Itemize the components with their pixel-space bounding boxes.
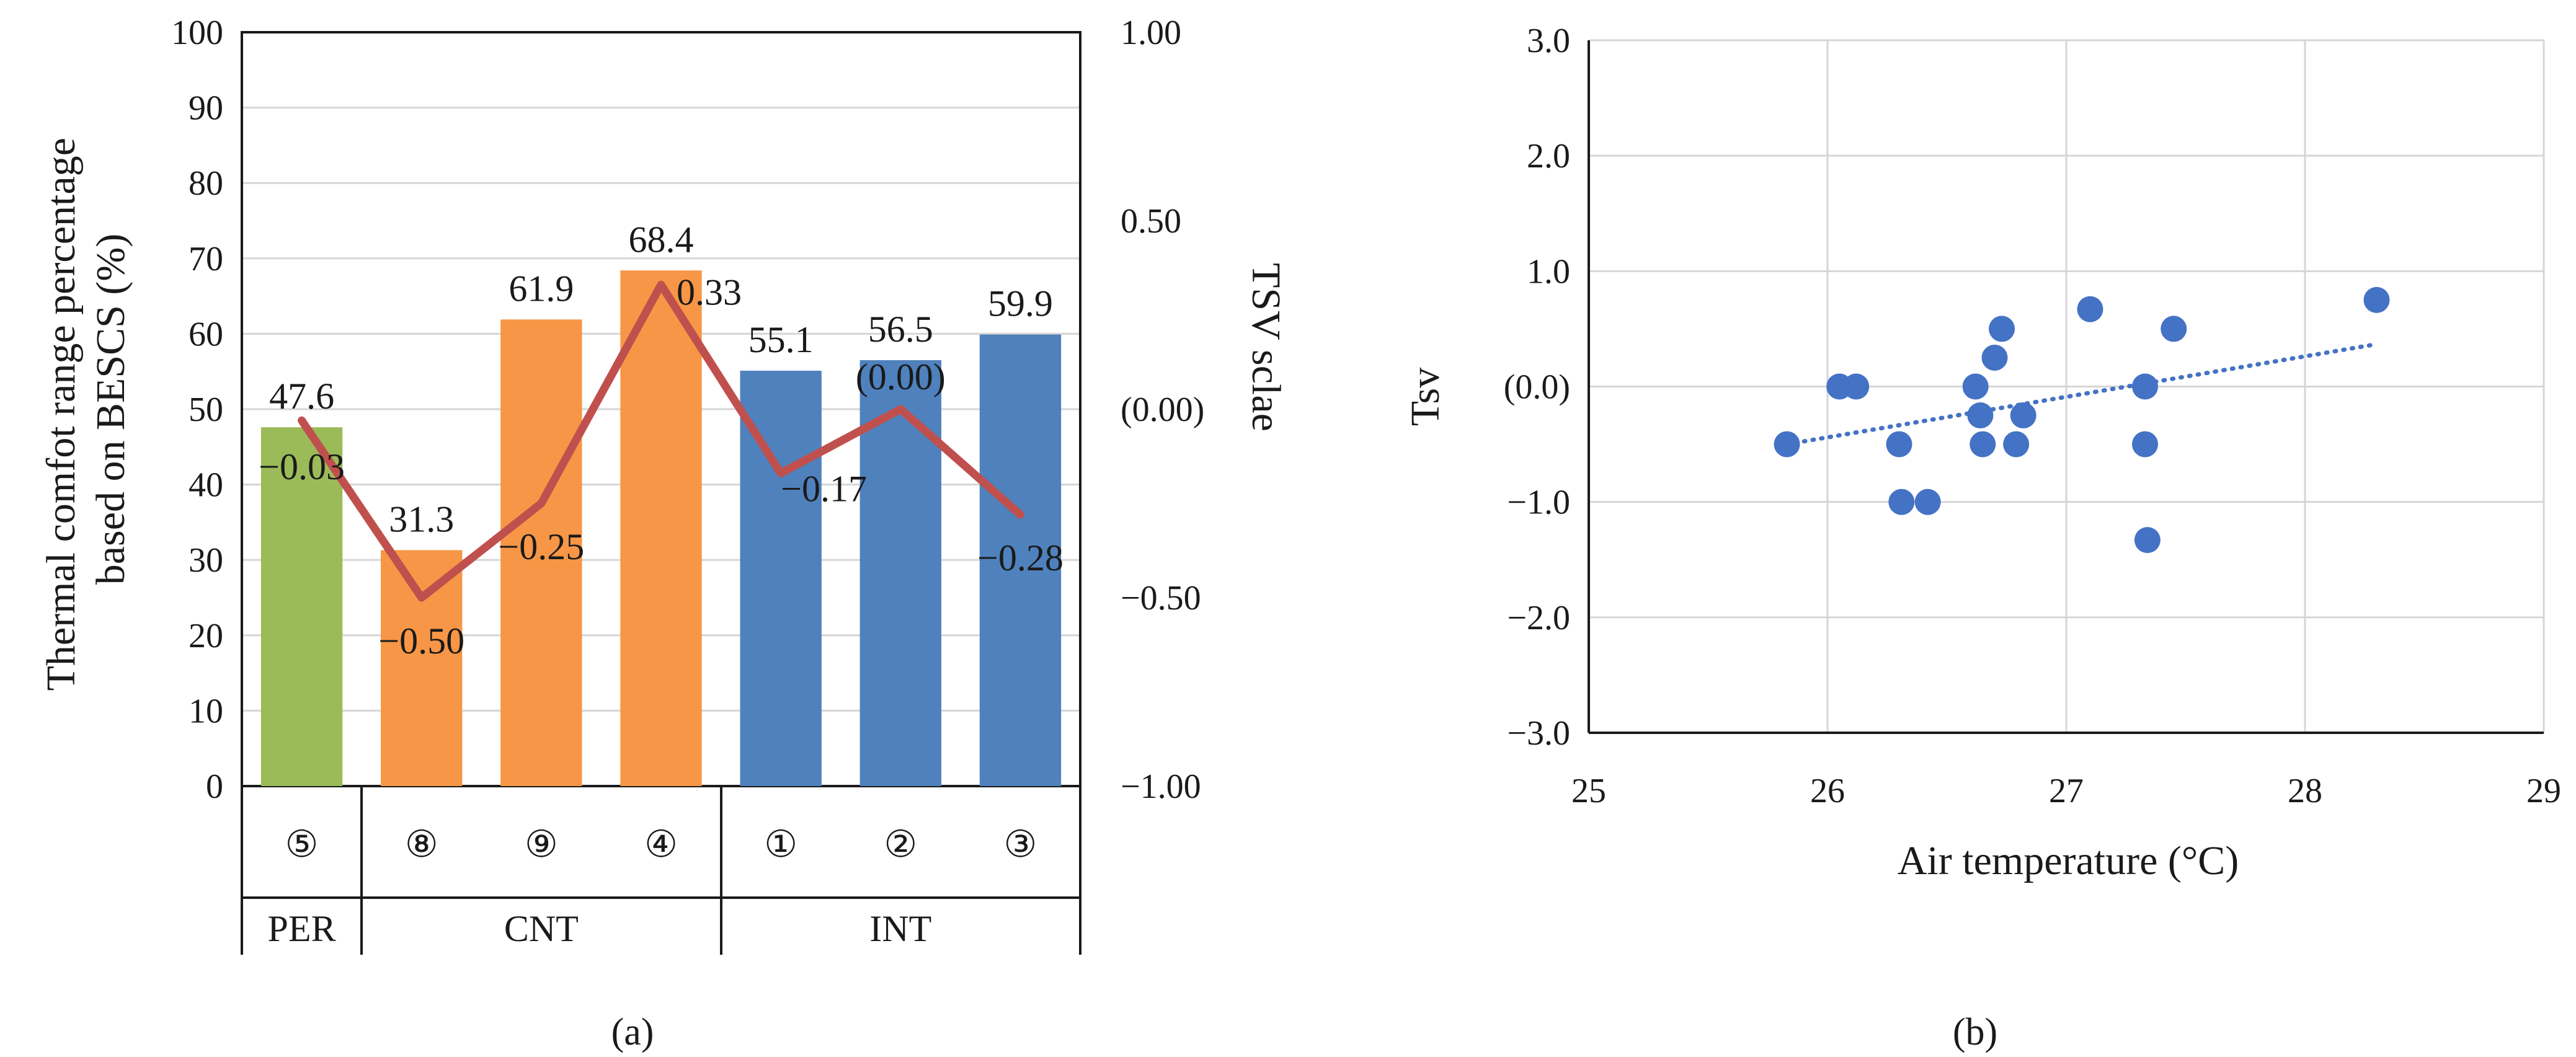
scatter-point <box>2010 402 2036 429</box>
scatter-point <box>1962 373 1989 400</box>
panel-a-y-tick-label: 0 <box>206 767 223 806</box>
bar-value-label: 61.9 <box>509 268 574 309</box>
bar-value-label: 31.3 <box>389 498 454 539</box>
scatter-point <box>1914 489 1941 515</box>
line-value-label: −0.17 <box>781 468 867 509</box>
group-label: PER <box>268 908 336 949</box>
scatter-point <box>1981 344 2008 371</box>
panel-a: 47.6 31.3 61.9 68.4 55.1 56.5 59.9 −0.03 −0.50 −… <box>38 14 1289 1053</box>
y-axis-title-line-1: Thermal comfot range percentage <box>38 138 84 691</box>
scatter-point <box>1970 431 1996 458</box>
panel-b-y-tick-label: (0.0) <box>1504 368 1570 407</box>
panel-a-y-tick-label: 40 <box>189 466 223 505</box>
scatter-point <box>2077 296 2103 322</box>
bar <box>500 319 582 786</box>
line-value-label: −0.50 <box>378 621 464 661</box>
category-label: ⑧ <box>405 824 438 865</box>
scatter-point <box>1886 431 1912 458</box>
panel-a-caption: (a) <box>611 1011 654 1053</box>
bar <box>260 427 343 786</box>
category-label: ⑨ <box>525 824 558 865</box>
trendline <box>1785 342 2374 447</box>
scatter-point <box>2132 431 2159 458</box>
panel-a-secondary-axis-title: TSV sclae <box>1243 263 1289 431</box>
scatter-point <box>2132 373 2159 400</box>
panel-a-secondary-y-tick-label: 1.00 <box>1121 14 1181 52</box>
panel-a-y-tick-label: 20 <box>189 617 223 655</box>
panel-b-x-tick-label: 27 <box>2049 772 2084 810</box>
scatter-point <box>2003 431 2030 458</box>
panel-a-y-tick-label: 10 <box>189 692 223 730</box>
bar-value-label: 59.9 <box>988 283 1053 324</box>
panel-a-secondary-y-tick-label: −1.00 <box>1121 767 1201 806</box>
panel-b-y-axis-title: Tsv <box>1403 368 1448 426</box>
category-label: ② <box>884 824 917 865</box>
panel-b-y-tick-label: 2.0 <box>1527 137 1570 175</box>
panel-a-y-tick-label: 90 <box>189 89 223 128</box>
line-value-label: −0.28 <box>977 537 1064 578</box>
panel-b-y-tick-label: −2.0 <box>1507 599 1570 637</box>
scatter-point <box>2161 316 2187 342</box>
panel-a-y-tick-label: 70 <box>189 240 223 278</box>
bar <box>979 334 1062 786</box>
bar-value-label: 47.6 <box>269 376 334 417</box>
panel-b-caption: (b) <box>1953 1011 1997 1053</box>
panel-b-x-tick-label: 26 <box>1810 772 1845 810</box>
line-value-label: −0.03 <box>259 446 345 487</box>
category-label: ① <box>764 824 797 865</box>
panel-b: −3.0 −2.0 −1.0 (0.0) 1.0 2.0 3.0 25 26 27 28 29 Ts… <box>1403 22 2561 1053</box>
bar-value-label: 68.4 <box>629 219 694 260</box>
group-label: CNT <box>504 908 579 949</box>
panel-b-x-tick-label: 29 <box>2526 772 2561 810</box>
category-label: ④ <box>644 824 678 865</box>
bar-value-label: 56.5 <box>868 309 933 350</box>
panel-a-y-tick-label: 60 <box>189 315 223 353</box>
bar <box>740 370 822 786</box>
panel-b-x-tick-label: 28 <box>2288 772 2322 810</box>
scatter-point <box>1774 431 1800 458</box>
tsv-line <box>298 280 1024 602</box>
scatter-point <box>1843 373 1870 400</box>
category-label: ③ <box>1004 824 1037 865</box>
category-label: ⑤ <box>285 824 319 865</box>
scatter-point <box>1967 402 1994 429</box>
panel-a-y-tick-label: 30 <box>189 541 223 580</box>
panel-b-y-tick-label: −1.0 <box>1507 484 1570 522</box>
panel-a-y-tick-label: 100 <box>171 14 223 52</box>
line-value-label: −0.25 <box>498 526 584 567</box>
panel-b-y-tick-label: 1.0 <box>1527 252 1570 291</box>
panel-a-secondary-y-tick-label: 0.50 <box>1121 202 1181 241</box>
panel-a-secondary-y-tick-label: (0.00) <box>1121 391 1204 429</box>
bar <box>620 270 702 787</box>
panel-b-y-tick-label: −3.0 <box>1507 714 1570 753</box>
panel-b-x-tick-label: 25 <box>1571 772 1606 810</box>
scatter-point <box>1989 316 2015 342</box>
bar <box>381 550 463 786</box>
panel-b-x-axis-title: Air temperature (°C) <box>1898 838 2239 883</box>
panel-a-y-axis-title: Thermal comfot range percentage based on… <box>38 128 133 691</box>
y-axis-title-line-2: based on BESCS (%) <box>88 234 133 585</box>
line-value-label: (0.00) <box>856 356 946 397</box>
panel-a-y-tick-label: 50 <box>189 391 223 429</box>
panel-a-secondary-y-tick-label: −0.50 <box>1121 579 1201 617</box>
panel-a-y-tick-label: 80 <box>189 164 223 203</box>
bar-value-label: 55.1 <box>748 319 814 360</box>
line-value-label: 0.33 <box>677 272 742 312</box>
scatter-point <box>1888 489 1915 515</box>
group-label: INT <box>869 908 931 949</box>
panel-b-y-tick-label: 3.0 <box>1527 22 1570 60</box>
scatter-point <box>2134 527 2161 554</box>
scatter-point <box>2363 286 2390 313</box>
